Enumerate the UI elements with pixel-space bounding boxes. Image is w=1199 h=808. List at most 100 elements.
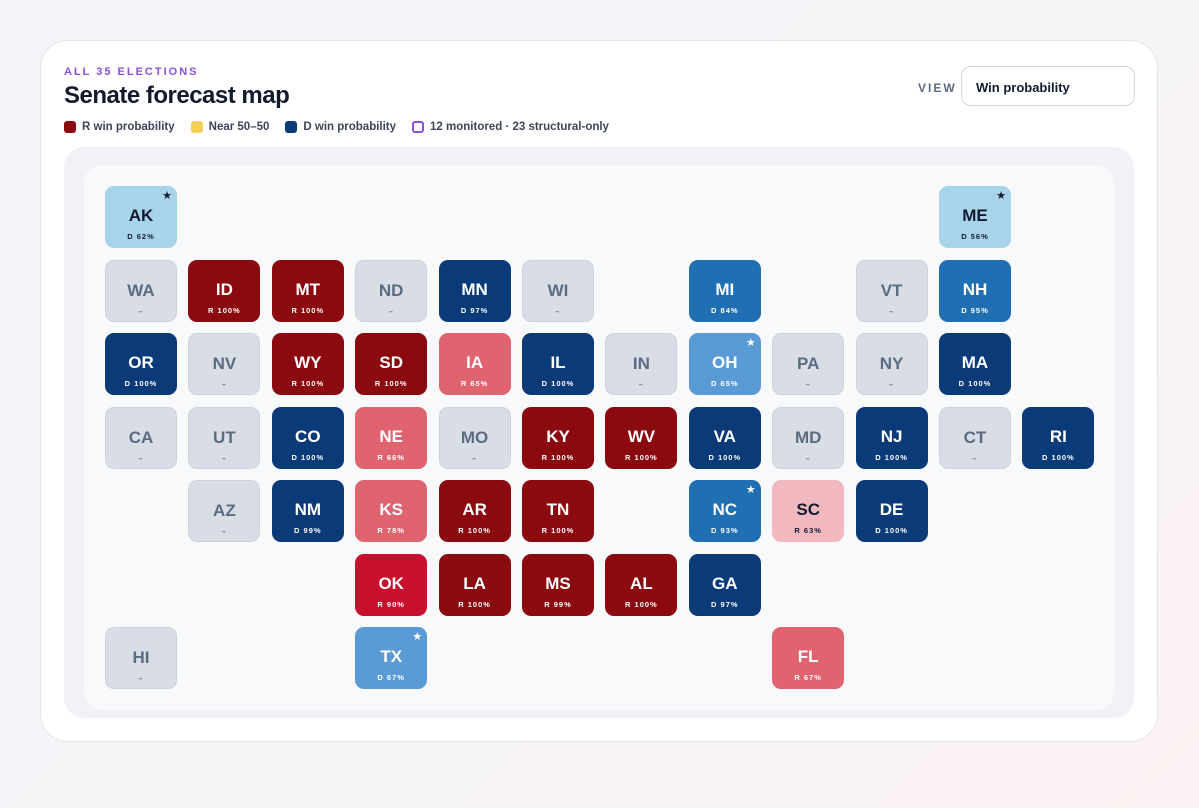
state-tile[interactable]: NV –	[188, 333, 261, 395]
state-tile[interactable]: FL R 67%	[772, 627, 845, 689]
state-tile[interactable]: KY R 100%	[522, 406, 594, 469]
state-probability: –	[138, 674, 144, 683]
legend: R win probability Near 50–50 D win proba…	[64, 121, 609, 133]
state-code: ND	[378, 280, 404, 300]
state-tile[interactable]: SC R 63%	[772, 480, 845, 542]
state-tile[interactable]: ME D 56% ★	[939, 186, 1011, 248]
view-select[interactable]: Win probability	[961, 66, 1135, 106]
state-code: MO	[460, 427, 489, 447]
state-tile[interactable]: NE R 66%	[355, 406, 428, 469]
state-tile[interactable]: OK R 90%	[355, 553, 428, 616]
state-probability: D 100%	[124, 379, 158, 388]
state-probability: –	[555, 306, 561, 316]
state-tile[interactable]: PA –	[772, 333, 845, 395]
state-tile[interactable]: MT R 100%	[271, 259, 344, 322]
state-code: TX	[380, 647, 403, 666]
monitored-star: ★	[996, 190, 1006, 202]
state-code: LA	[463, 573, 486, 593]
state-tile[interactable]: AK D 62% ★	[105, 186, 177, 248]
state-tile[interactable]: WI –	[522, 259, 594, 322]
state-tile[interactable]: UT –	[188, 406, 261, 469]
legend-text: D win probability	[303, 121, 397, 133]
state-tile[interactable]: CO D 100%	[271, 406, 344, 469]
state-tile[interactable]: IL D 100%	[522, 333, 594, 395]
state-tile[interactable]: IA R 65%	[438, 333, 511, 395]
state-code: PA	[797, 354, 820, 373]
state-tile[interactable]: AZ –	[188, 480, 261, 542]
legend-text: R win probability	[82, 121, 175, 133]
state-code: AR	[462, 500, 487, 519]
state-probability: –	[805, 380, 811, 389]
state-tile[interactable]: MO –	[438, 406, 511, 469]
state-probability: D 100%	[875, 526, 908, 535]
state-tile[interactable]: IN –	[605, 333, 678, 395]
state-code: VA	[713, 426, 736, 446]
state-probability: D 100%	[291, 452, 325, 462]
state-code: AL	[630, 573, 653, 593]
state-code: WY	[294, 353, 322, 372]
state-tile[interactable]: RI D 100%	[1022, 406, 1095, 469]
state-tile[interactable]: NJ D 100%	[855, 406, 928, 469]
state-code: IN	[632, 354, 650, 373]
state-probability: R 100%	[208, 305, 241, 315]
state-tile[interactable]: MN D 97%	[438, 259, 511, 322]
state-tile[interactable]: TN R 100%	[522, 480, 594, 542]
state-code: WV	[627, 426, 656, 446]
state-probability: –	[889, 380, 895, 389]
state-tile[interactable]: DE D 100%	[855, 480, 928, 542]
state-tile[interactable]: GA D 97%	[688, 553, 761, 616]
state-tile[interactable]: SD R 100%	[355, 333, 428, 395]
state-tile[interactable]: NH D 95%	[939, 259, 1011, 322]
state-probability: R 100%	[625, 452, 658, 462]
state-code: MS	[545, 573, 571, 593]
state-probability: D 95%	[961, 305, 989, 315]
state-code: UT	[213, 427, 236, 447]
state-code: KY	[546, 426, 570, 446]
state-probability: D 62%	[127, 232, 155, 241]
state-code: NM	[294, 500, 322, 519]
state-tile[interactable]: VA D 100%	[688, 406, 761, 469]
state-code: SC	[796, 500, 820, 519]
state-tile[interactable]: CT –	[939, 406, 1011, 469]
state-code: DE	[879, 500, 904, 519]
state-tile[interactable]: AL R 100%	[605, 553, 678, 616]
state-probability: R 100%	[625, 599, 658, 609]
state-tile[interactable]: MA D 100%	[939, 333, 1011, 395]
state-tile[interactable]: WV R 100%	[605, 406, 678, 469]
legend-text: Near 50–50	[208, 121, 270, 133]
state-probability: R 100%	[458, 599, 491, 609]
state-code: SD	[379, 353, 403, 372]
state-code: ID	[215, 279, 233, 299]
state-tile[interactable]: WY R 100%	[271, 333, 344, 395]
state-tile[interactable]: LA R 100%	[438, 553, 511, 616]
state-tile[interactable]: NY –	[855, 333, 928, 395]
state-tile[interactable]: NC D 93% ★	[688, 480, 761, 542]
state-probability: D 100%	[958, 379, 992, 388]
state-tile[interactable]: HI –	[105, 627, 177, 689]
state-tile[interactable]: CA –	[105, 406, 177, 469]
state-probability: –	[138, 453, 144, 463]
state-tile[interactable]: MS R 99%	[522, 553, 594, 616]
state-code: MD	[794, 427, 822, 447]
state-code: KS	[379, 500, 403, 519]
state-tile[interactable]: VT –	[855, 259, 928, 322]
state-tile[interactable]: AR R 100%	[438, 480, 511, 542]
state-tile[interactable]: OH D 65% ★	[688, 333, 761, 395]
state-tile[interactable]: ID R 100%	[188, 259, 261, 322]
state-tile[interactable]: ND –	[355, 259, 428, 322]
state-code: OR	[128, 353, 154, 372]
state-code: MN	[461, 279, 488, 299]
state-code: IL	[550, 353, 566, 372]
state-probability: –	[472, 453, 478, 463]
state-tile[interactable]: MD –	[772, 406, 845, 469]
state-tile[interactable]: TX D 67% ★	[355, 627, 428, 689]
state-tile[interactable]: MI D 84%	[688, 259, 761, 322]
state-code: AK	[128, 206, 154, 225]
monitored-star: ★	[745, 484, 756, 496]
state-probability: D 100%	[1042, 452, 1075, 462]
state-tile[interactable]: KS R 78%	[355, 480, 428, 542]
state-tile[interactable]: WA –	[105, 259, 177, 322]
state-probability: D 93%	[711, 526, 739, 535]
state-tile[interactable]: NM D 99%	[271, 480, 344, 542]
state-tile[interactable]: OR D 100%	[105, 333, 177, 395]
